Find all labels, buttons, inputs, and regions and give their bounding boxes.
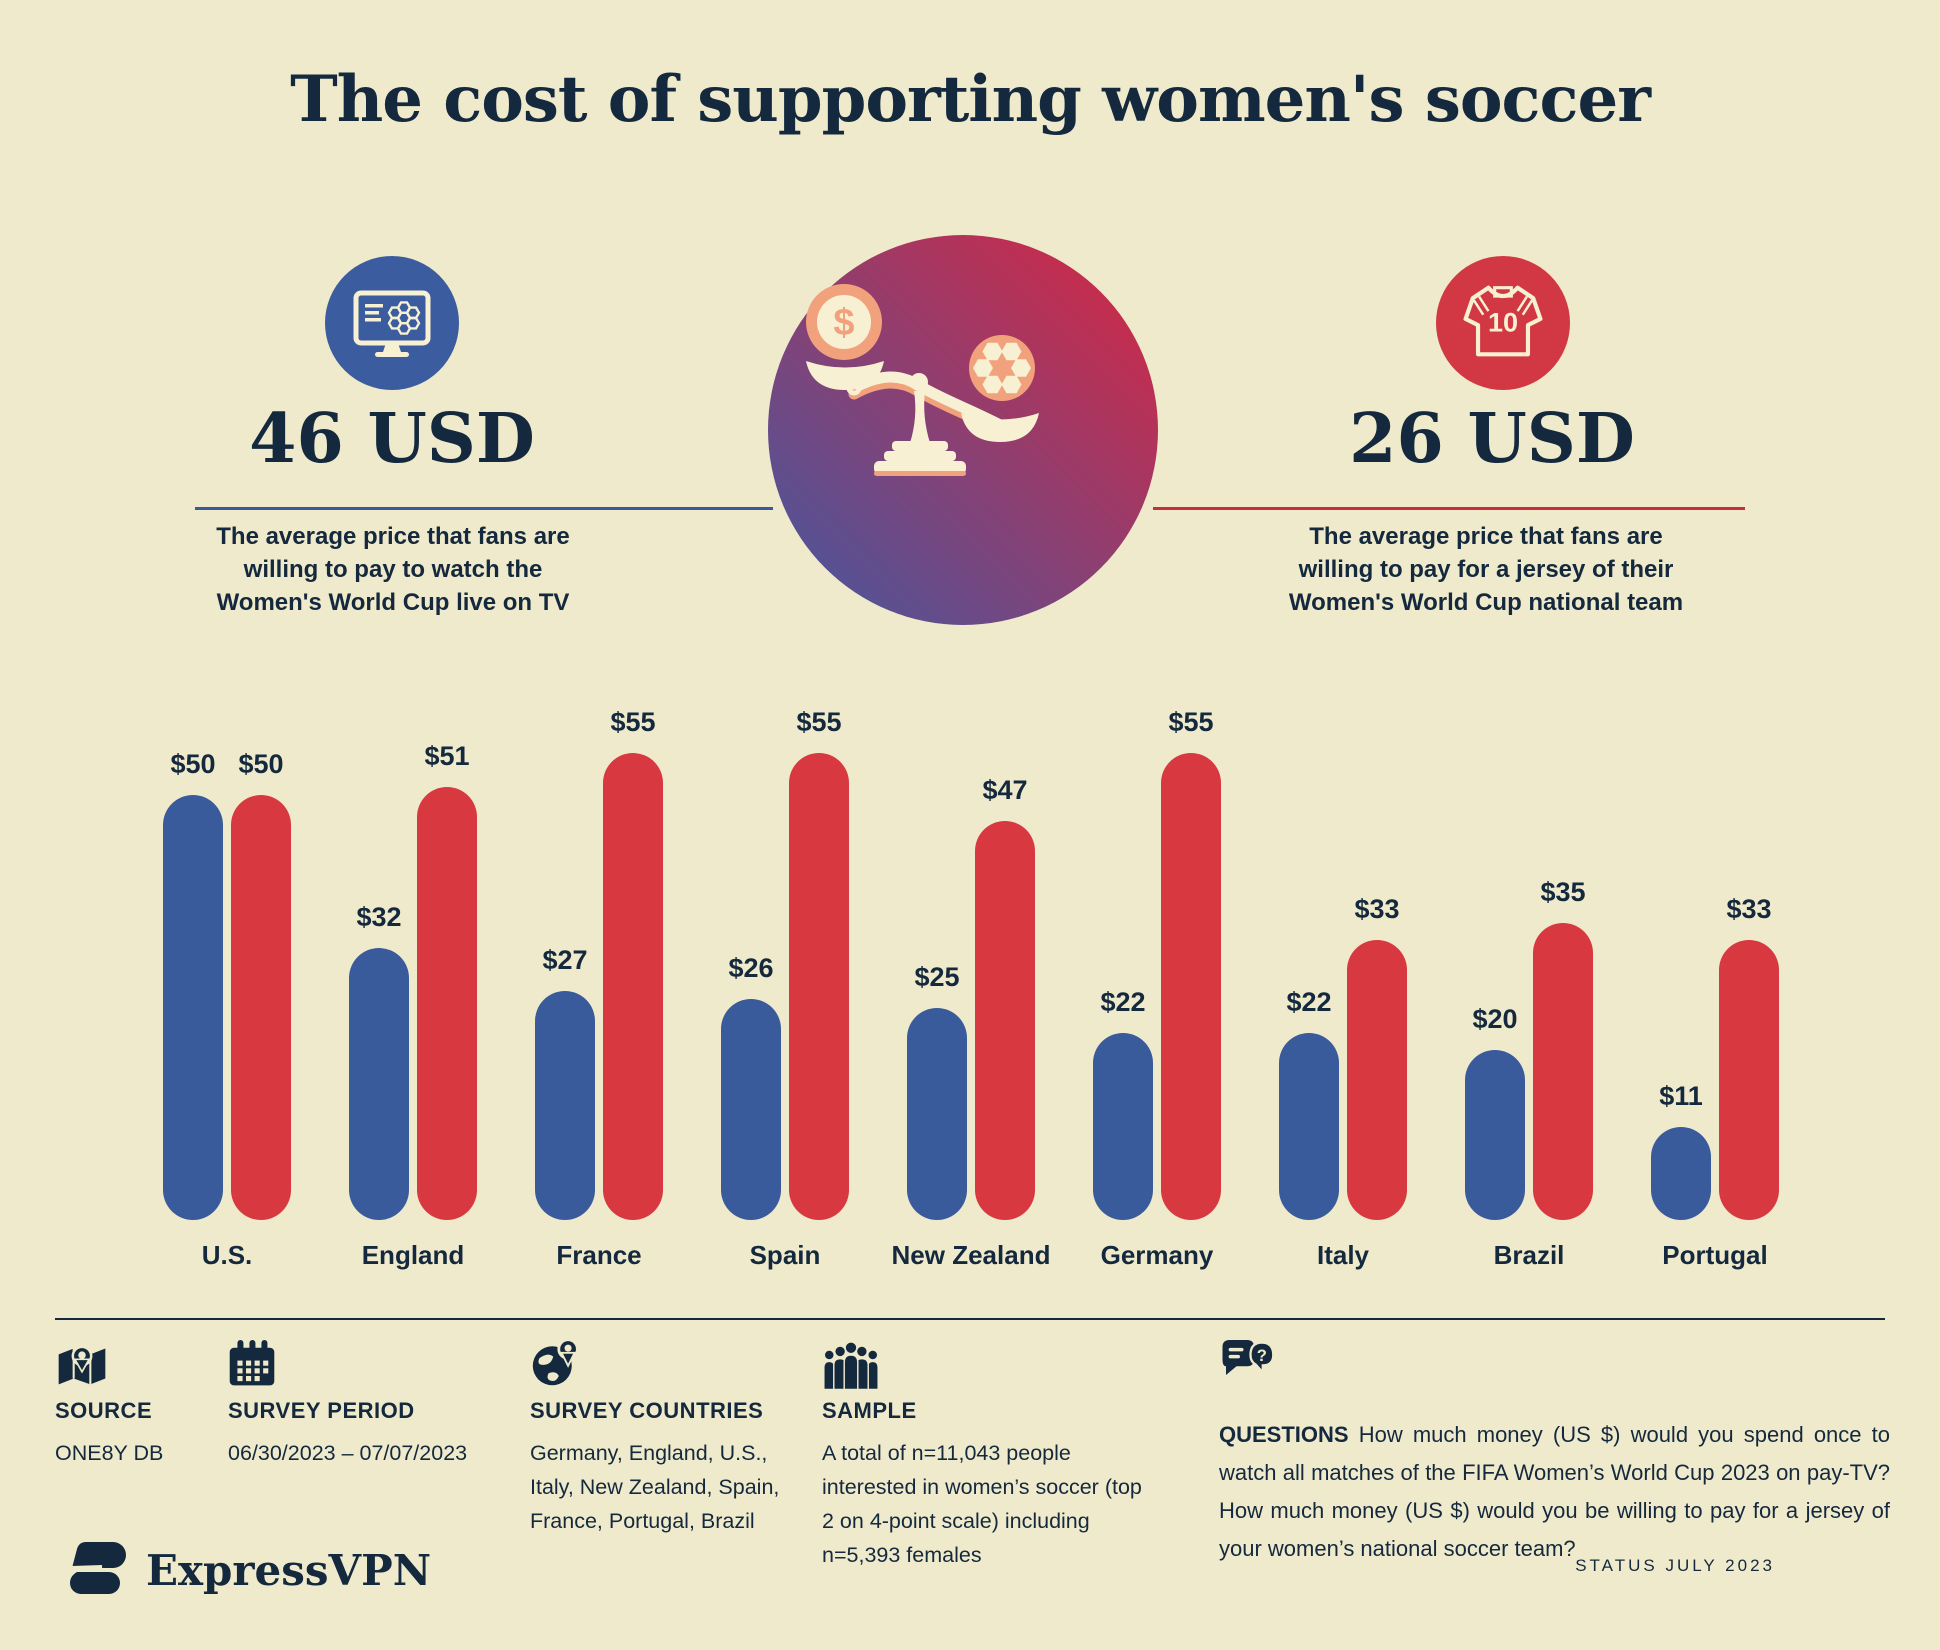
calendar-icon bbox=[228, 1338, 276, 1395]
bar-jersey-portugal bbox=[1719, 939, 1779, 1220]
survey-period-value: 06/30/2023 – 07/07/2023 bbox=[228, 1441, 468, 1465]
bar-tv-france bbox=[535, 990, 595, 1220]
bar-jersey-france bbox=[603, 752, 663, 1220]
bar-jersey-us bbox=[231, 795, 291, 1220]
bar-value-label: $11 bbox=[1659, 1080, 1703, 1111]
source-label: SOURCE bbox=[55, 1398, 153, 1423]
sample-value: A total of n=11,043 people interested in… bbox=[822, 1441, 1142, 1567]
bar-jersey-germany bbox=[1161, 752, 1221, 1220]
bar-tv-italy bbox=[1279, 1033, 1339, 1220]
category-label: Portugal bbox=[1662, 1240, 1768, 1270]
bar-value-label: $25 bbox=[914, 961, 960, 992]
footer-separator bbox=[55, 1318, 1885, 1320]
bar-jersey-brazil bbox=[1533, 922, 1593, 1220]
bar-value-label: $55 bbox=[796, 706, 842, 737]
bar-value-label: $22 bbox=[1100, 987, 1146, 1017]
bar-jersey-spain bbox=[789, 752, 849, 1220]
bar-value-label: $50 bbox=[238, 749, 284, 779]
tv-stat-badge bbox=[325, 256, 459, 390]
bar-value-label: $55 bbox=[1168, 706, 1214, 737]
jersey-icon: 10 bbox=[1451, 269, 1555, 378]
bar-tv-portugal bbox=[1651, 1126, 1711, 1220]
category-label: England bbox=[361, 1240, 465, 1270]
sample-label: SAMPLE bbox=[822, 1398, 917, 1423]
questions-label: QUESTIONS bbox=[1219, 1422, 1349, 1447]
bar-value-label: $27 bbox=[542, 944, 588, 975]
jersey-stat-badge: 10 bbox=[1436, 256, 1570, 390]
bar-value-label: $50 bbox=[170, 749, 216, 779]
globe-pin-icon bbox=[530, 1336, 582, 1395]
tv-stat-description: The average price that fans are willing … bbox=[216, 523, 570, 616]
bar-value-label: $51 bbox=[424, 740, 470, 771]
category-label: France bbox=[556, 1240, 642, 1270]
bar-jersey-england bbox=[417, 786, 477, 1220]
bar-value-label: $20 bbox=[1472, 1004, 1518, 1034]
bar-value-label: $35 bbox=[1540, 876, 1586, 907]
bar-value-label: $55 bbox=[610, 706, 656, 737]
balance-scale-illustration: $ bbox=[768, 235, 1158, 625]
svg-text:?: ? bbox=[1257, 1346, 1267, 1365]
bar-value-label: $32 bbox=[356, 902, 402, 932]
category-label: U.S. bbox=[201, 1240, 253, 1270]
category-label: Spain bbox=[749, 1240, 821, 1270]
survey-countries-value: Germany, England, U.S., Italy, New Zeala… bbox=[530, 1441, 780, 1533]
questions-value: How much money (US $) would you spend on… bbox=[1219, 1422, 1890, 1561]
bar-value-label: $26 bbox=[728, 953, 774, 983]
jersey-stat-value: 26 USD bbox=[1349, 399, 1635, 479]
bar-tv-england bbox=[349, 948, 409, 1220]
jersey-divider-line bbox=[1153, 507, 1745, 510]
jersey-number: 10 bbox=[1488, 307, 1518, 337]
category-label: Brazil bbox=[1493, 1240, 1565, 1270]
jersey-stat-description: The average price that fans are willing … bbox=[1288, 523, 1684, 616]
bar-jersey-italy bbox=[1347, 939, 1407, 1220]
questions-text: QUESTIONS How much money (US $) would yo… bbox=[1219, 1416, 1890, 1568]
bar-tv-spain bbox=[721, 999, 781, 1220]
survey-period-label: SURVEY PERIOD bbox=[228, 1398, 415, 1423]
tv-soccer-icon bbox=[342, 271, 442, 376]
people-group-icon bbox=[822, 1340, 880, 1395]
page-title: The cost of supporting women's soccer bbox=[290, 62, 1651, 137]
category-label: Italy bbox=[1316, 1240, 1370, 1270]
expressvpn-wordmark: ExpressVPN bbox=[146, 1546, 432, 1595]
map-pin-icon bbox=[57, 1342, 107, 1395]
bar-value-label: $33 bbox=[1726, 893, 1772, 924]
category-label: Germany bbox=[1100, 1240, 1214, 1270]
tv-stat-value: 46 USD bbox=[249, 399, 535, 479]
bar-value-label: $33 bbox=[1354, 893, 1400, 924]
svg-text:$: $ bbox=[833, 302, 854, 344]
dollar-coin-icon: $ bbox=[806, 284, 882, 360]
tv-divider-line bbox=[195, 507, 773, 510]
expressvpn-logo-icon bbox=[64, 1540, 132, 1601]
bar-tv-newzealand bbox=[907, 1007, 967, 1220]
balance-scale-money-vs-soccer-icon: $ bbox=[806, 284, 1039, 476]
source-value: ONE8Y DB bbox=[55, 1441, 164, 1465]
survey-countries-label: SURVEY COUNTRIES bbox=[530, 1398, 764, 1423]
speech-bubbles-icon: ? bbox=[1219, 1336, 1275, 1391]
bar-value-label: $22 bbox=[1286, 987, 1332, 1017]
category-label: New Zealand bbox=[891, 1240, 1051, 1270]
bar-value-label: $47 bbox=[982, 774, 1028, 805]
bar-tv-brazil bbox=[1465, 1050, 1525, 1220]
soccer-ball-icon bbox=[969, 335, 1035, 401]
bar-jersey-newzealand bbox=[975, 820, 1035, 1220]
bar-tv-us bbox=[163, 795, 223, 1220]
status-date: STATUS JULY 2023 bbox=[1575, 1556, 1775, 1575]
bar-tv-germany bbox=[1093, 1033, 1153, 1220]
